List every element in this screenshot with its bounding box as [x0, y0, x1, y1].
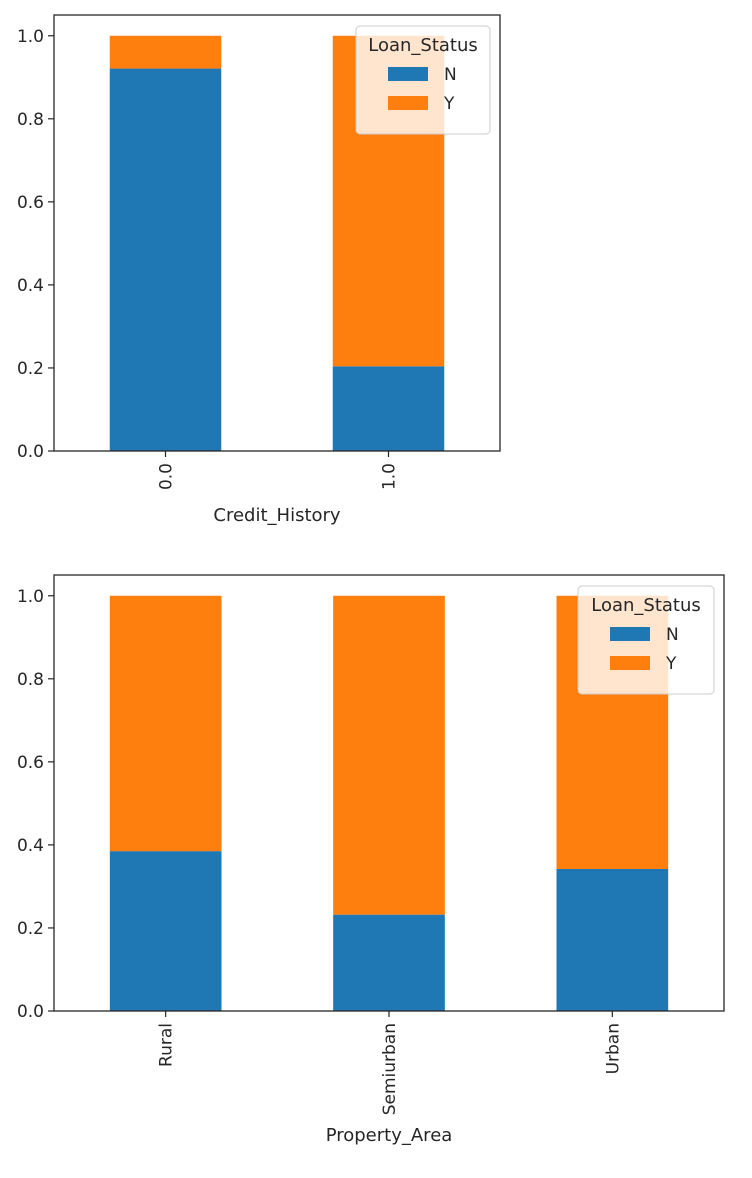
y-tick-label: 0.6: [17, 753, 44, 773]
y-tick-label: 1.0: [17, 587, 44, 607]
bar-N-Rural: [109, 851, 222, 1011]
legend-label-N: N: [444, 65, 457, 85]
y-tick-label: 0.6: [17, 193, 44, 213]
y-tick-label: 0.2: [17, 359, 44, 379]
bar-Y-Semiurban: [333, 595, 445, 915]
legend-swatch-Y: [388, 96, 428, 110]
x-tick-label: 0.0: [157, 463, 177, 490]
y-tick-label: 0.0: [17, 442, 44, 462]
legend-swatch-N: [610, 627, 650, 641]
subplot-1: 0.0 0.2 0.4 0.6 0.8 1.0 0.0 1.0 Credit_History Lo…: [17, 14, 501, 526]
bar-Y-0.0: [109, 35, 222, 69]
legend-label-Y: Y: [665, 654, 677, 674]
x-tick-label: Urban: [603, 1023, 623, 1074]
legend-label-Y: Y: [443, 94, 455, 114]
bar-N-0.0: [109, 68, 222, 451]
y-tick-label: 0.2: [17, 919, 44, 939]
x-tick-label: Rural: [157, 1023, 177, 1067]
bar-N-Semiurban: [333, 914, 445, 1011]
x-tick-label: 1.0: [380, 463, 400, 490]
bar-N-1.0: [332, 366, 445, 451]
y-tick-label: 0.8: [17, 670, 44, 690]
bar-Y-Rural: [109, 595, 222, 852]
legend-title: Loan_Status: [591, 595, 701, 616]
y-tick-label: 0.4: [17, 836, 44, 856]
legend-swatch-N: [388, 67, 428, 81]
legend: Loan_Status NY: [355, 25, 491, 135]
y-tick-label: 1.0: [17, 27, 44, 47]
y-tick-label: 0.4: [17, 276, 44, 296]
legend-swatch-Y: [610, 656, 650, 670]
x-tick-label: Semiurban: [380, 1023, 400, 1115]
x-axis-title: Credit_History: [213, 505, 341, 526]
bar-N-Urban: [556, 868, 669, 1011]
legend: Loan_Status NY: [577, 585, 715, 695]
y-tick-label: 0.8: [17, 110, 44, 130]
y-tick-label: 0.0: [17, 1002, 44, 1022]
x-axis-title: Property_Area: [326, 1125, 453, 1146]
legend-label-N: N: [666, 625, 679, 645]
legend-title: Loan_Status: [368, 35, 478, 56]
axes-frame: [53, 14, 501, 452]
subplot-2: 0.0 0.2 0.4 0.6 0.8 1.0 Rural Semiurban Urban Pro…: [17, 574, 725, 1146]
